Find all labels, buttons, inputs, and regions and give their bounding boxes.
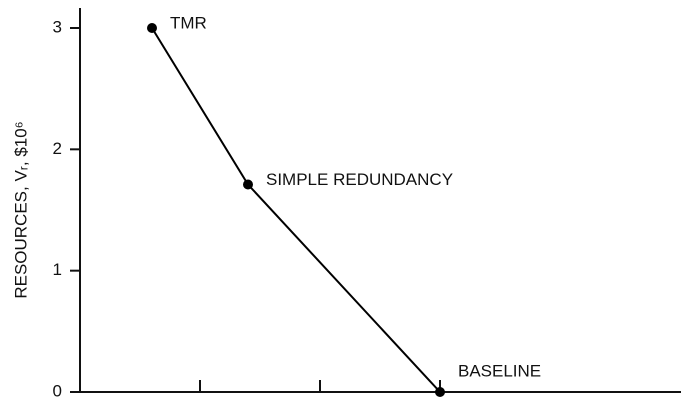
point (435, 387, 445, 397)
y-tick-label: 1 (53, 260, 62, 279)
point (243, 179, 253, 190)
point-label: BASELINE (458, 361, 541, 380)
y-axis-label: RESOURCES, Vᵣ, $10⁶ (11, 121, 30, 298)
point (147, 23, 157, 33)
point-label: SIMPLE REDUNDANCY (266, 170, 453, 189)
y-tick-label: 3 (53, 17, 62, 36)
y-tick-label: 2 (53, 139, 62, 158)
line (151, 27, 441, 393)
y-tick-label: 0 (53, 381, 62, 400)
point-label: TMR (170, 13, 207, 32)
